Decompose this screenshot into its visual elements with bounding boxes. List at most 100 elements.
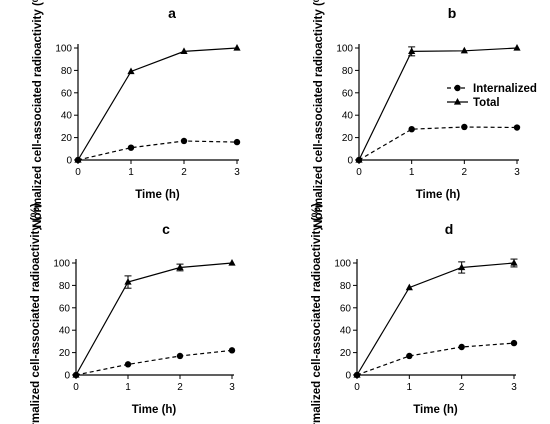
x-tick-label: 0 xyxy=(356,167,362,178)
circle-marker xyxy=(72,371,80,379)
x-tick-label: 1 xyxy=(128,167,134,178)
x-tick-label: 3 xyxy=(514,167,520,178)
y-tick-label: 0 xyxy=(347,156,353,167)
chart-panel-d: d 0 20 40 60 80 100 0 1 2 3 Time (h) Normalized cell… xyxy=(311,203,518,424)
series-total xyxy=(74,44,241,163)
x-tick-label: 1 xyxy=(125,382,131,393)
circle-marker xyxy=(127,144,135,151)
circle-marker xyxy=(353,371,361,379)
circle-marker xyxy=(458,343,465,351)
series-line xyxy=(356,342,515,376)
legend-label: Internalized xyxy=(473,83,537,95)
y-tick-label: 60 xyxy=(340,303,352,314)
x-tick-label: 2 xyxy=(177,382,183,393)
circle-marker xyxy=(461,123,468,131)
series-line xyxy=(77,47,238,161)
triangle-marker xyxy=(124,278,132,285)
circle-marker xyxy=(510,339,518,347)
y-tick-label: 0 xyxy=(66,156,72,167)
triangle-marker xyxy=(176,263,184,271)
y-axis-title: Normalized cell-associated radioactivity… xyxy=(313,0,325,228)
x-tick-label: 1 xyxy=(407,382,413,393)
y-tick-label: 100 xyxy=(55,44,72,55)
chart-panel-a: a 0 20 40 60 80 100 0 1 2 3 Time (h) Normalized cell… xyxy=(32,0,241,228)
panel-letter: c xyxy=(162,221,170,237)
circle-marker xyxy=(176,352,184,360)
y-tick-label: 100 xyxy=(53,259,70,270)
series-line xyxy=(75,262,233,376)
y-tick-label: 20 xyxy=(59,348,71,359)
legend-circle-marker xyxy=(454,84,461,92)
triangle-marker xyxy=(180,47,188,54)
x-tick-label: 0 xyxy=(354,382,360,393)
y-axis-title: Normalized cell-associated radioactivity… xyxy=(311,203,323,424)
triangle-marker xyxy=(460,46,468,54)
y-tick-label: 100 xyxy=(334,259,351,270)
triangle-marker xyxy=(127,67,135,75)
series-internalized xyxy=(74,137,241,164)
triangle-marker xyxy=(228,259,236,266)
y-tick-label: 100 xyxy=(336,44,353,55)
y-tick-label: 60 xyxy=(61,88,73,99)
y-tick-label: 80 xyxy=(61,66,73,77)
legend: Internalized Total xyxy=(447,83,537,109)
circle-marker xyxy=(513,124,521,131)
series-line xyxy=(358,126,518,161)
series-internalized xyxy=(355,123,521,164)
circle-marker xyxy=(124,361,132,368)
circle-marker xyxy=(74,156,82,164)
y-axis-title: Normalized cell-associated radioactivity… xyxy=(32,0,44,228)
triangle-marker xyxy=(408,47,416,54)
legend-triangle-marker xyxy=(453,98,462,105)
chart-panel-c: c 0 20 40 60 80 100 0 1 2 3 Time (h) Normalized cell… xyxy=(30,203,236,424)
y-tick-label: 60 xyxy=(342,88,354,99)
panel-letter: a xyxy=(168,5,176,21)
y-tick-label: 80 xyxy=(340,281,352,292)
circle-marker xyxy=(355,156,363,164)
series-line xyxy=(75,349,233,376)
chart-panel-b: b 0 20 40 60 80 100 0 1 2 3 Time (h) Normalized cell… xyxy=(313,0,537,228)
y-tick-label: 40 xyxy=(61,111,73,122)
y-tick-label: 40 xyxy=(342,111,354,122)
series-line xyxy=(356,262,515,376)
circle-marker xyxy=(180,137,188,145)
y-tick-label: 60 xyxy=(59,303,71,314)
series-internalized xyxy=(353,339,518,379)
triangle-marker xyxy=(233,44,241,51)
series-line xyxy=(358,47,518,161)
x-axis-title: Time (h) xyxy=(416,189,461,201)
y-tick-label: 0 xyxy=(64,371,70,382)
y-tick-label: 80 xyxy=(59,281,71,292)
y-tick-label: 20 xyxy=(61,133,73,144)
x-tick-label: 2 xyxy=(462,167,468,178)
triangle-marker xyxy=(458,263,466,271)
legend-label: Total xyxy=(473,97,500,109)
panel-letter: b xyxy=(448,5,457,21)
y-tick-label: 20 xyxy=(342,133,354,144)
x-tick-label: 2 xyxy=(459,382,465,393)
x-axis-title: Time (h) xyxy=(132,404,177,416)
y-tick-label: 40 xyxy=(340,326,352,337)
triangle-marker xyxy=(510,259,518,266)
x-tick-label: 1 xyxy=(409,167,415,178)
panel-letter: d xyxy=(445,221,454,237)
y-tick-label: 80 xyxy=(342,66,354,77)
series-internalized xyxy=(72,347,236,379)
y-tick-label: 20 xyxy=(340,348,352,359)
circle-marker xyxy=(406,352,413,360)
circle-marker xyxy=(408,126,415,133)
x-axis-title: Time (h) xyxy=(135,189,180,201)
series-line xyxy=(77,140,238,161)
y-tick-label: 40 xyxy=(59,326,71,337)
triangle-marker xyxy=(405,283,413,291)
circle-marker xyxy=(228,347,236,354)
circle-marker xyxy=(233,138,241,146)
y-axis-title: Normalized cell-associated radioactivity… xyxy=(30,203,42,424)
x-tick-label: 2 xyxy=(181,167,187,178)
x-tick-label: 3 xyxy=(234,167,240,178)
triangle-marker xyxy=(513,44,521,51)
x-tick-label: 3 xyxy=(511,382,517,393)
series-total xyxy=(353,258,518,378)
x-tick-label: 3 xyxy=(229,382,235,393)
